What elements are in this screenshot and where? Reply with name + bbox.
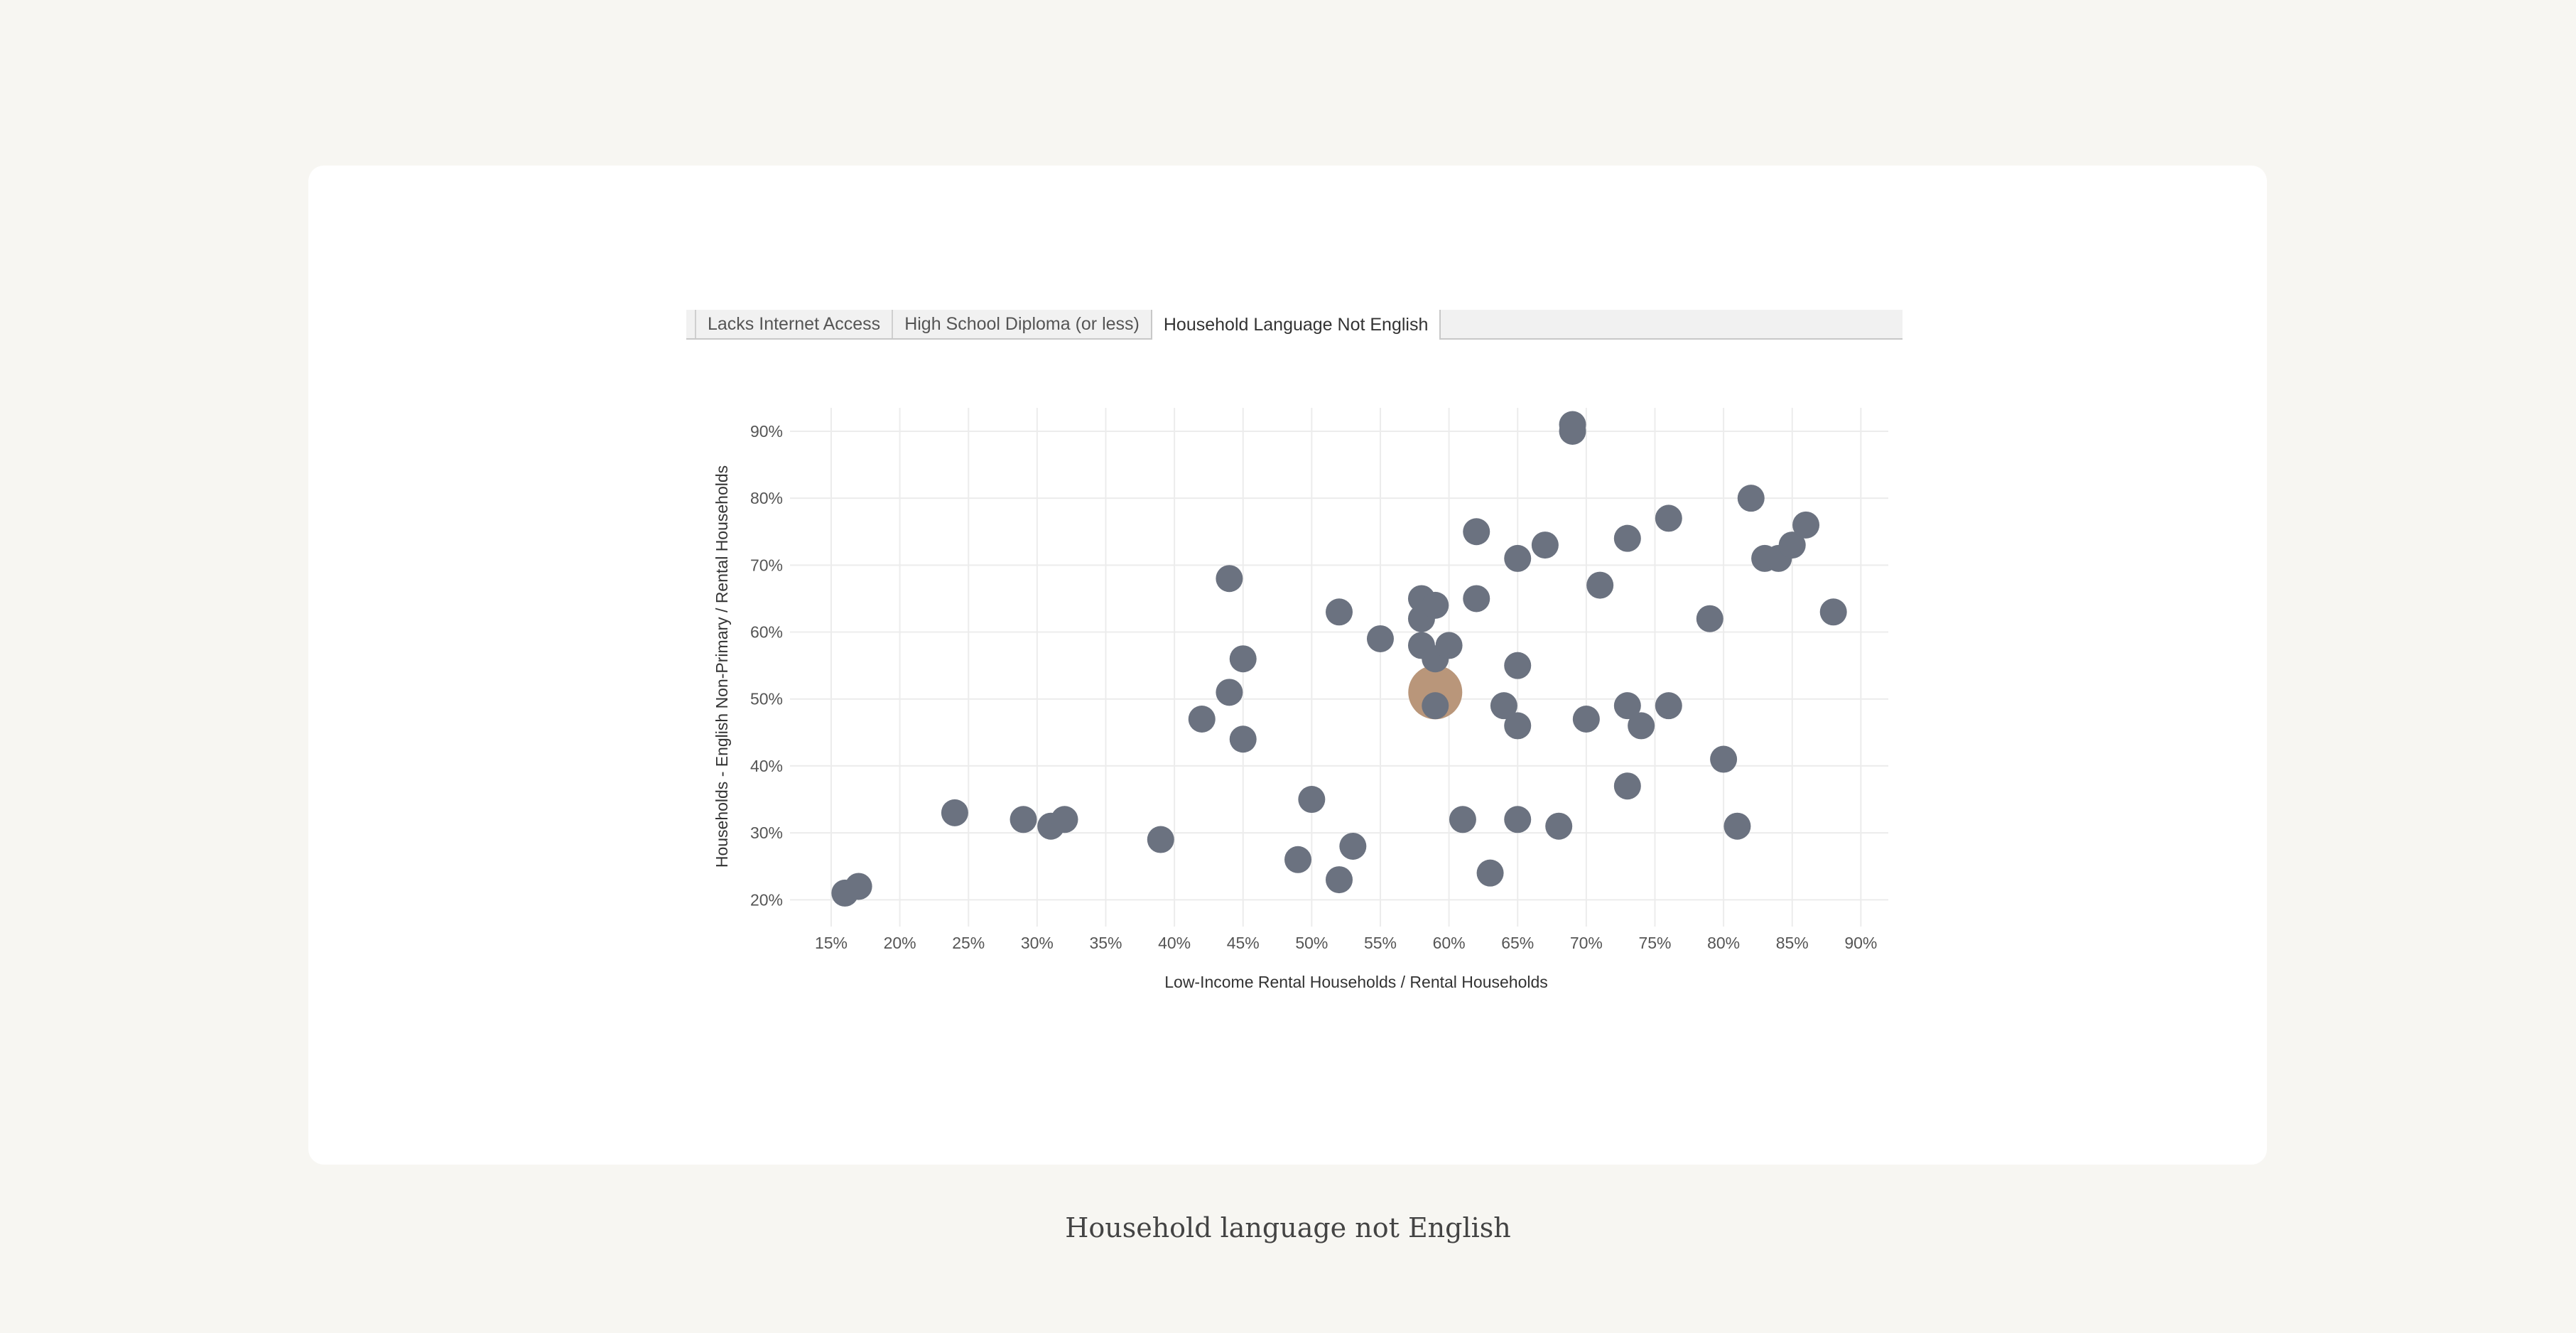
x-tick-label: 70% bbox=[1570, 934, 1603, 952]
data-point bbox=[1504, 806, 1532, 833]
y-axis-label: Households - English Non-Primary / Renta… bbox=[713, 465, 731, 868]
data-point bbox=[1531, 531, 1559, 559]
y-tick-label: 40% bbox=[750, 757, 783, 775]
data-point bbox=[1778, 531, 1806, 559]
data-point bbox=[1504, 712, 1532, 740]
metric-tab-bar: Lacks Internet Access High School Diplom… bbox=[686, 310, 1903, 340]
tab-high-school-diploma[interactable]: High School Diploma (or less) bbox=[892, 310, 1151, 338]
x-tick-label: 25% bbox=[952, 934, 985, 952]
y-tick-label: 90% bbox=[750, 422, 783, 441]
data-point bbox=[1326, 866, 1353, 894]
data-point bbox=[941, 799, 968, 826]
data-point bbox=[1229, 725, 1257, 753]
data-point bbox=[1326, 598, 1353, 626]
data-point bbox=[1559, 417, 1586, 445]
data-point bbox=[1710, 745, 1738, 773]
y-tick-label: 20% bbox=[750, 890, 783, 909]
x-tick-label: 30% bbox=[1021, 934, 1054, 952]
data-point bbox=[1504, 652, 1532, 679]
y-tick-label: 50% bbox=[750, 690, 783, 708]
x-tick-label: 45% bbox=[1227, 934, 1260, 952]
data-point bbox=[1463, 585, 1490, 612]
data-point bbox=[1339, 832, 1367, 860]
x-tick-label: 85% bbox=[1776, 934, 1809, 952]
x-tick-label: 65% bbox=[1501, 934, 1534, 952]
data-point bbox=[1504, 544, 1532, 572]
data-point bbox=[1613, 772, 1641, 800]
data-point bbox=[1572, 706, 1600, 733]
data-point bbox=[1147, 826, 1174, 853]
data-point bbox=[1819, 598, 1847, 626]
data-point bbox=[1010, 806, 1037, 833]
y-tick-label: 80% bbox=[750, 489, 783, 507]
data-point bbox=[1422, 692, 1449, 720]
x-tick-label: 15% bbox=[815, 934, 848, 952]
data-point bbox=[1216, 679, 1243, 706]
x-tick-label: 50% bbox=[1295, 934, 1328, 952]
data-point bbox=[1366, 625, 1394, 652]
x-tick-label: 35% bbox=[1089, 934, 1122, 952]
data-point bbox=[1545, 812, 1573, 840]
data-point bbox=[1216, 565, 1243, 593]
data-point bbox=[1229, 645, 1257, 673]
data-point bbox=[1422, 591, 1449, 619]
y-tick-label: 70% bbox=[750, 556, 783, 574]
x-tick-label: 40% bbox=[1158, 934, 1191, 952]
data-point bbox=[1449, 806, 1476, 833]
x-axis-label: Low-Income Rental Households / Rental Ho… bbox=[1164, 973, 1548, 991]
data-point bbox=[1476, 859, 1504, 887]
data-point bbox=[1628, 712, 1655, 740]
x-tick-label: 55% bbox=[1364, 934, 1397, 952]
tab-household-language-not-english[interactable]: Household Language Not English bbox=[1150, 310, 1441, 340]
data-point bbox=[1298, 786, 1326, 814]
data-point bbox=[1655, 692, 1682, 720]
data-point bbox=[845, 873, 872, 900]
data-point bbox=[1586, 571, 1614, 599]
data-point bbox=[1490, 692, 1517, 720]
data-point bbox=[1655, 504, 1682, 532]
data-point bbox=[1051, 806, 1078, 833]
x-tick-label: 75% bbox=[1638, 934, 1671, 952]
data-point bbox=[1284, 846, 1312, 873]
x-tick-label: 80% bbox=[1707, 934, 1740, 952]
x-tick-label: 20% bbox=[884, 934, 916, 952]
data-point bbox=[1463, 518, 1490, 546]
y-tick-label: 30% bbox=[750, 824, 783, 842]
data-point bbox=[1613, 524, 1641, 552]
tab-lacks-internet-access[interactable]: Lacks Internet Access bbox=[695, 310, 892, 338]
data-point bbox=[1723, 812, 1751, 840]
data-point bbox=[1613, 692, 1641, 720]
data-point bbox=[1188, 706, 1216, 733]
data-point bbox=[1737, 485, 1765, 512]
data-point bbox=[1435, 632, 1463, 659]
x-tick-label: 60% bbox=[1433, 934, 1466, 952]
y-tick-label: 60% bbox=[750, 623, 783, 642]
x-tick-label: 90% bbox=[1844, 934, 1877, 952]
figure-caption: Household language not English bbox=[1065, 1212, 1511, 1243]
data-point bbox=[1696, 605, 1723, 632]
data-point bbox=[1792, 511, 1820, 539]
scatter-chart: 15% 20% 25% 30% 35% 40% 45% 50% 55% 60% 65% 70% 75% 8… bbox=[713, 408, 1888, 991]
